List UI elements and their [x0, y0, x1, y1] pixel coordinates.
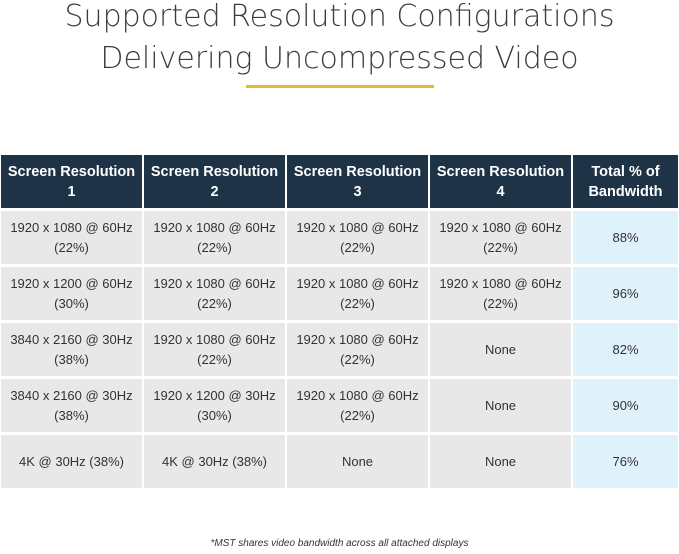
table-cell: 1920 x 1080 @ 60Hz (22%): [287, 376, 430, 432]
table-cell: 1920 x 1080 @ 60Hz (22%): [144, 320, 287, 376]
total-bandwidth-cell: 88%: [573, 208, 678, 264]
table-cell: 1920 x 1080 @ 60Hz (22%): [430, 208, 573, 264]
total-bandwidth-cell: 76%: [573, 432, 678, 488]
header-screen-resolution-1: Screen Resolution 1: [1, 155, 144, 208]
table-cell: 1920 x 1200 @ 60Hz (30%): [1, 264, 144, 320]
table-row: 4K @ 30Hz (38%) 4K @ 30Hz (38%) None Non…: [1, 432, 678, 488]
header-screen-resolution-4: Screen Resolution 4: [430, 155, 573, 208]
table-cell: 3840 x 2160 @ 30Hz (38%): [1, 376, 144, 432]
header-total-bandwidth: Total % of Bandwidth: [573, 155, 678, 208]
table-cell: 1920 x 1080 @ 60Hz (22%): [430, 264, 573, 320]
total-bandwidth-cell: 82%: [573, 320, 678, 376]
table-cell: None: [430, 376, 573, 432]
page-title: Supported Resolution Configurations Deli…: [0, 0, 679, 80]
table-cell: 4K @ 30Hz (38%): [144, 432, 287, 488]
table-cell: 1920 x 1080 @ 60Hz (22%): [144, 208, 287, 264]
table-header-row: Screen Resolution 1 Screen Resolution 2 …: [1, 155, 678, 208]
table-cell: None: [430, 432, 573, 488]
table-cell: None: [287, 432, 430, 488]
table-cell: 1920 x 1080 @ 60Hz (22%): [1, 208, 144, 264]
table-cell: 1920 x 1080 @ 60Hz (22%): [287, 320, 430, 376]
header-screen-resolution-2: Screen Resolution 2: [144, 155, 287, 208]
table-row: 1920 x 1080 @ 60Hz (22%) 1920 x 1080 @ 6…: [1, 208, 678, 264]
table-cell: 1920 x 1080 @ 60Hz (22%): [144, 264, 287, 320]
table-cell: 1920 x 1080 @ 60Hz (22%): [287, 208, 430, 264]
resolution-table: Screen Resolution 1 Screen Resolution 2 …: [1, 155, 678, 488]
title-underline: [246, 85, 434, 88]
total-bandwidth-cell: 90%: [573, 376, 678, 432]
footnote: *MST shares video bandwidth across all a…: [210, 538, 469, 549]
table-row: 3840 x 2160 @ 30Hz (38%) 1920 x 1080 @ 6…: [1, 320, 678, 376]
total-bandwidth-cell: 96%: [573, 264, 678, 320]
table-cell: 4K @ 30Hz (38%): [1, 432, 144, 488]
table-cell: 3840 x 2160 @ 30Hz (38%): [1, 320, 144, 376]
table-row: 3840 x 2160 @ 30Hz (38%) 1920 x 1200 @ 3…: [1, 376, 678, 432]
table-cell: 1920 x 1080 @ 60Hz (22%): [287, 264, 430, 320]
table-cell: 1920 x 1200 @ 30Hz (30%): [144, 376, 287, 432]
title-line-2: Delivering Uncompressed Video: [100, 41, 579, 76]
table-cell: None: [430, 320, 573, 376]
title-line-1: Supported Resolution Configurations: [64, 0, 615, 34]
table-row: 1920 x 1200 @ 60Hz (30%) 1920 x 1080 @ 6…: [1, 264, 678, 320]
header-screen-resolution-3: Screen Resolution 3: [287, 155, 430, 208]
